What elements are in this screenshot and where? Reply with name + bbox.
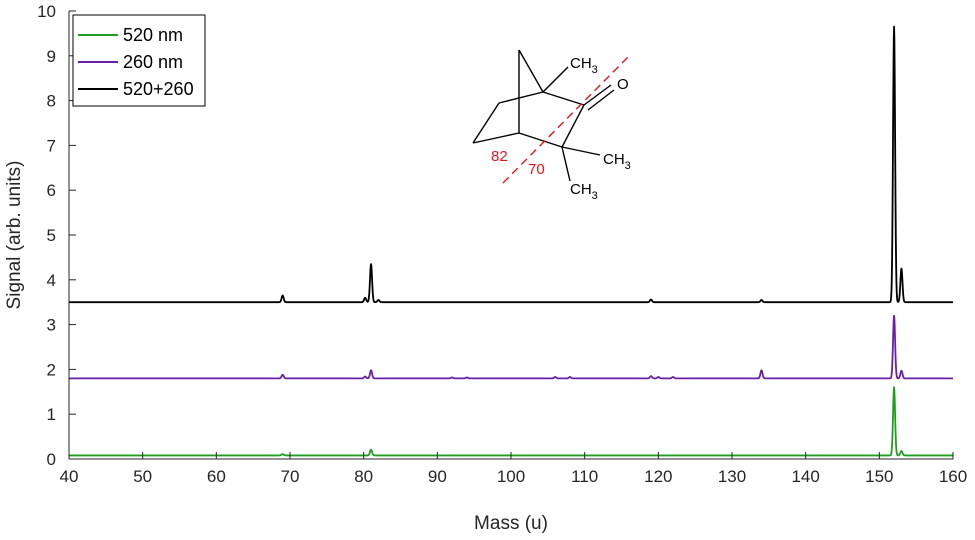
- bond: [561, 146, 571, 182]
- fragment-label-82: 82: [491, 148, 508, 165]
- legend-label-520nm: 520 nm: [123, 25, 183, 45]
- camphor-structure: CH3 O CH3 CH3 82 70: [472, 49, 631, 202]
- legend-box: [72, 14, 206, 107]
- fragment-label-70: 70: [528, 161, 545, 178]
- axes-layer: 40 50 60 70 80 90 100 110 120 130 140 150 160 0 1 2 3 4 5 6…: [4, 2, 967, 534]
- y-tick-label: 5: [47, 226, 56, 245]
- legend-label-520-260: 520+260: [123, 79, 194, 99]
- bond: [561, 104, 585, 148]
- y-tick-label: 7: [47, 136, 56, 155]
- bond: [472, 132, 520, 144]
- bond: [498, 91, 544, 104]
- methyl-label-top: CH3: [570, 55, 598, 76]
- series-line-520-nm: [68, 386, 954, 457]
- double-bond: [583, 84, 612, 106]
- y-tick-label: 2: [47, 360, 56, 379]
- bond: [561, 146, 601, 156]
- series-line-260-nm: [68, 314, 954, 380]
- x-tick-label: 150: [865, 467, 893, 486]
- y-tick-label: 1: [47, 405, 56, 424]
- x-tick-label: 160: [939, 467, 967, 486]
- y-tick-label: 0: [47, 450, 56, 469]
- x-tick-label: 130: [718, 467, 746, 486]
- methyl-label-bottom: CH3: [570, 181, 598, 202]
- y-tick-label: 4: [47, 271, 56, 290]
- x-tick-label: 120: [644, 467, 672, 486]
- x-tick-label: 50: [133, 467, 152, 486]
- methyl-label-right: CH3: [603, 151, 631, 172]
- y-tick-label: 9: [47, 47, 56, 66]
- x-tick-label: 100: [497, 467, 525, 486]
- x-tick-label: 40: [60, 467, 79, 486]
- bond: [518, 132, 563, 148]
- bond: [472, 102, 500, 144]
- x-tick-label: 80: [354, 467, 373, 486]
- y-tick-label: 8: [47, 92, 56, 111]
- bond: [542, 66, 569, 93]
- legend-label-260nm: 260 nm: [123, 52, 183, 72]
- y-tick-label: 10: [37, 2, 56, 21]
- y-tick-label: 6: [47, 181, 56, 200]
- y-axis-title: Signal (arb. units): [4, 161, 25, 310]
- legend: 520 nm 260 nm 520+260: [72, 14, 206, 107]
- y-tick-label: 3: [47, 316, 56, 335]
- x-tick-label: 60: [207, 467, 226, 486]
- bond: [518, 49, 544, 93]
- x-tick-label: 140: [791, 467, 819, 486]
- bond: [542, 91, 585, 106]
- oxygen-label: O: [617, 76, 629, 93]
- x-tick-label: 70: [281, 467, 300, 486]
- double-bond: [587, 89, 615, 111]
- x-tick-label: 110: [571, 467, 598, 486]
- series-line-520-260: [68, 25, 954, 304]
- x-axis-title: Mass (u): [474, 513, 548, 534]
- x-tick-label: 90: [428, 467, 447, 486]
- fragmentation-cut: [502, 54, 631, 184]
